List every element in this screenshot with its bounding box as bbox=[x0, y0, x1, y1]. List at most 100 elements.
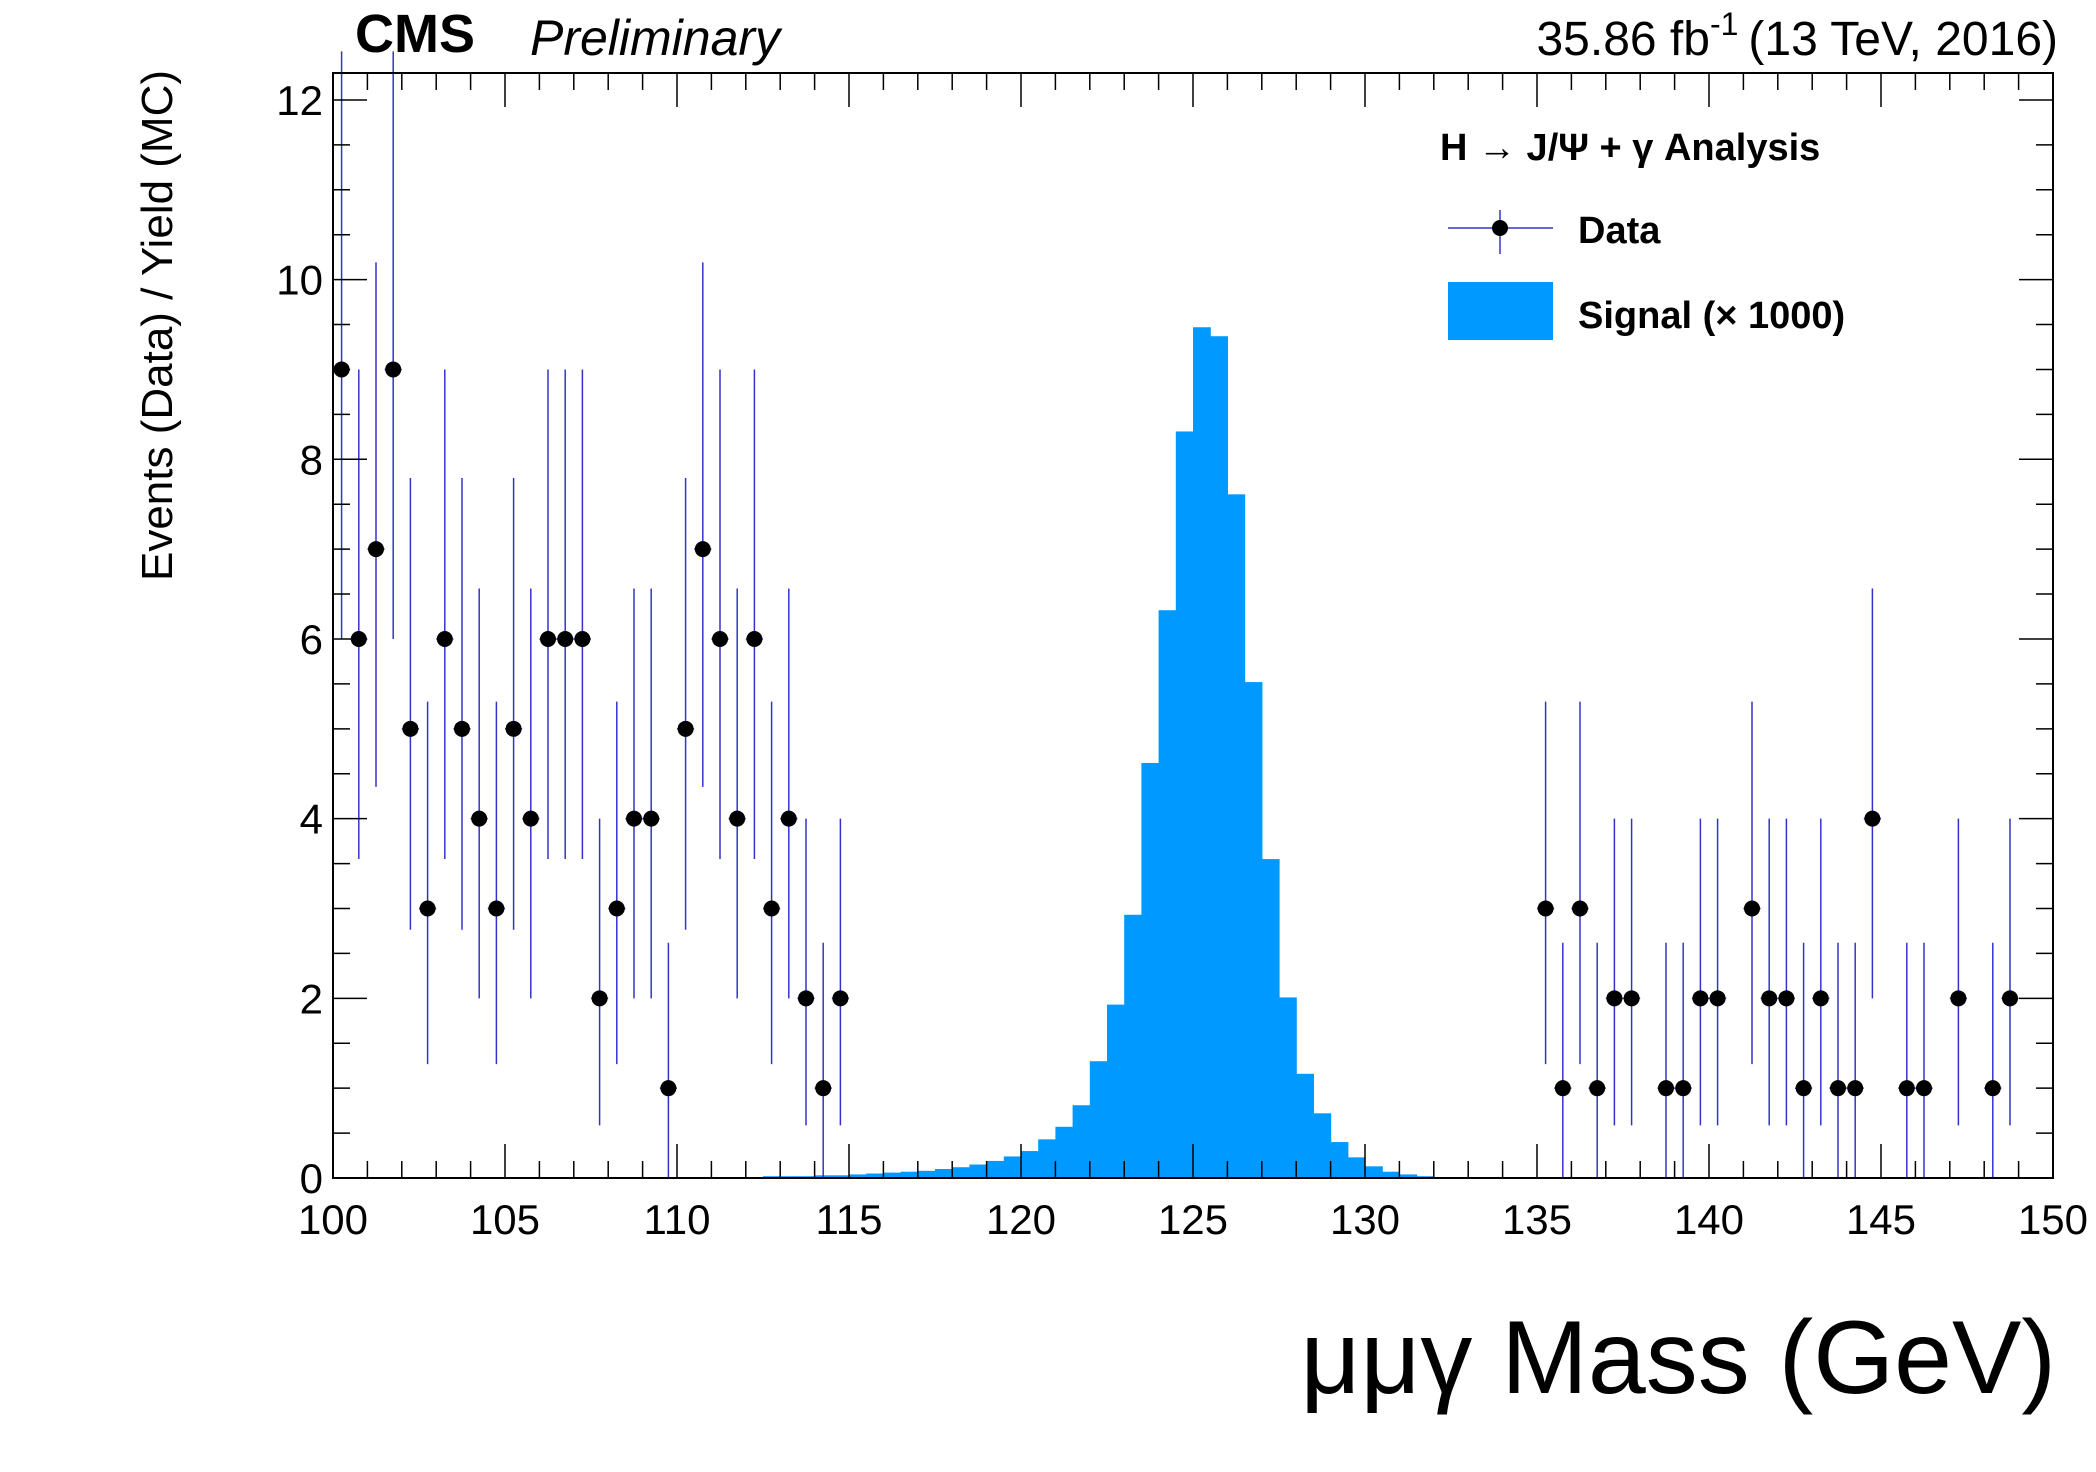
data-marker bbox=[1537, 900, 1554, 917]
data-marker bbox=[1554, 1080, 1571, 1097]
data-marker bbox=[522, 810, 539, 827]
legend-title: H → J/Ψ + γ Analysis bbox=[1440, 127, 1820, 169]
data-point bbox=[1984, 942, 2002, 1178]
data-marker bbox=[1778, 990, 1795, 1007]
data-point bbox=[608, 701, 626, 1065]
data-marker bbox=[1761, 990, 1778, 1007]
signal-bar bbox=[917, 1170, 936, 1178]
x-tick-label: 130 bbox=[1330, 1196, 1400, 1243]
data-point bbox=[745, 369, 763, 860]
data-point bbox=[487, 701, 505, 1065]
data-point bbox=[1829, 942, 1847, 1178]
signal-bar bbox=[969, 1164, 988, 1178]
signal-bar bbox=[1399, 1174, 1418, 1178]
signal-bar bbox=[1347, 1157, 1366, 1178]
signal-bar bbox=[1193, 327, 1211, 1178]
data-marker bbox=[471, 810, 488, 827]
legend-signal-label: Signal (× 1000) bbox=[1578, 295, 1845, 337]
data-marker bbox=[1709, 990, 1726, 1007]
data-marker bbox=[1984, 1080, 2001, 1097]
data-point bbox=[436, 369, 454, 860]
data-marker bbox=[626, 810, 642, 827]
data-marker bbox=[2002, 990, 2018, 1007]
data-marker bbox=[1744, 900, 1760, 917]
data-point bbox=[522, 588, 540, 999]
data-point bbox=[1795, 942, 1813, 1178]
signal-bar bbox=[1055, 1126, 1074, 1178]
x-axis-title: μμγ Mass (GeV) bbox=[1301, 1300, 2056, 1416]
data-point bbox=[1691, 818, 1709, 1126]
signal-bar bbox=[1141, 762, 1160, 1178]
data-marker bbox=[694, 541, 711, 558]
data-point bbox=[333, 51, 351, 639]
signal-bar bbox=[1210, 336, 1228, 1178]
signal-bar bbox=[1279, 997, 1297, 1178]
data-point bbox=[1743, 701, 1761, 1065]
data-marker bbox=[1658, 1080, 1674, 1097]
data-marker bbox=[574, 630, 591, 647]
data-marker bbox=[488, 900, 505, 917]
data-point bbox=[1760, 818, 1778, 1126]
data-point bbox=[2001, 818, 2019, 1126]
y-tick-label: 0 bbox=[300, 1155, 323, 1202]
signal-bar bbox=[1107, 1004, 1125, 1178]
x-tick-label: 100 bbox=[298, 1196, 368, 1243]
data-point bbox=[350, 369, 368, 860]
signal-histogram bbox=[333, 327, 1486, 1178]
data-point bbox=[419, 701, 437, 1065]
data-marker bbox=[1898, 1080, 1915, 1097]
data-point bbox=[625, 588, 643, 999]
data-point bbox=[1554, 942, 1572, 1178]
data-point bbox=[1898, 942, 1916, 1178]
data-point bbox=[1915, 942, 1933, 1178]
x-tick-label: 125 bbox=[1158, 1196, 1228, 1243]
signal-bar bbox=[1072, 1105, 1091, 1178]
signal-bar bbox=[1003, 1156, 1022, 1178]
signal-bar bbox=[1227, 494, 1246, 1178]
x-tick-label: 135 bbox=[1502, 1196, 1572, 1243]
data-marker bbox=[1675, 1080, 1692, 1097]
data-marker bbox=[1606, 990, 1623, 1007]
data-point bbox=[814, 942, 832, 1178]
data-point bbox=[573, 369, 591, 860]
data-point bbox=[1777, 818, 1795, 1126]
data-marker bbox=[1572, 900, 1588, 917]
data-marker bbox=[712, 630, 728, 647]
data-marker bbox=[832, 990, 849, 1007]
data-marker bbox=[815, 1080, 832, 1097]
experiment-label: CMS bbox=[355, 4, 475, 64]
data-point bbox=[763, 701, 781, 1065]
data-point bbox=[1709, 818, 1727, 1126]
data-marker bbox=[763, 900, 780, 917]
data-marker bbox=[1916, 1080, 1932, 1097]
data-marker bbox=[1812, 990, 1829, 1007]
legend-data-label: Data bbox=[1578, 210, 1661, 252]
x-tick-label: 115 bbox=[816, 1196, 883, 1243]
y-tick-label: 12 bbox=[276, 77, 323, 124]
data-point bbox=[1657, 942, 1675, 1178]
data-marker bbox=[505, 720, 522, 737]
data-point bbox=[711, 369, 729, 860]
lumi-conditions: (13 TeV, 2016) bbox=[1748, 13, 2058, 66]
signal-bar bbox=[1244, 682, 1263, 1178]
data-marker bbox=[1864, 810, 1881, 827]
data-point bbox=[401, 478, 419, 930]
data-marker bbox=[1692, 990, 1709, 1007]
data-marker bbox=[677, 720, 694, 737]
data-marker bbox=[798, 990, 814, 1007]
y-tick-label: 4 bbox=[300, 796, 323, 843]
data-point bbox=[367, 262, 385, 787]
data-marker bbox=[1795, 1080, 1812, 1097]
data-points bbox=[333, 51, 2019, 1178]
data-point bbox=[1605, 818, 1623, 1126]
y-tick-label: 8 bbox=[300, 436, 323, 483]
data-point bbox=[556, 369, 574, 860]
data-marker bbox=[557, 630, 574, 647]
data-point bbox=[780, 588, 798, 999]
data-point bbox=[505, 478, 523, 930]
data-point bbox=[453, 478, 471, 930]
data-point bbox=[659, 942, 677, 1178]
data-point bbox=[1863, 588, 1881, 999]
legend: H → J/Ψ + γ Analysis Data Signal (× 1000… bbox=[1440, 127, 1845, 340]
